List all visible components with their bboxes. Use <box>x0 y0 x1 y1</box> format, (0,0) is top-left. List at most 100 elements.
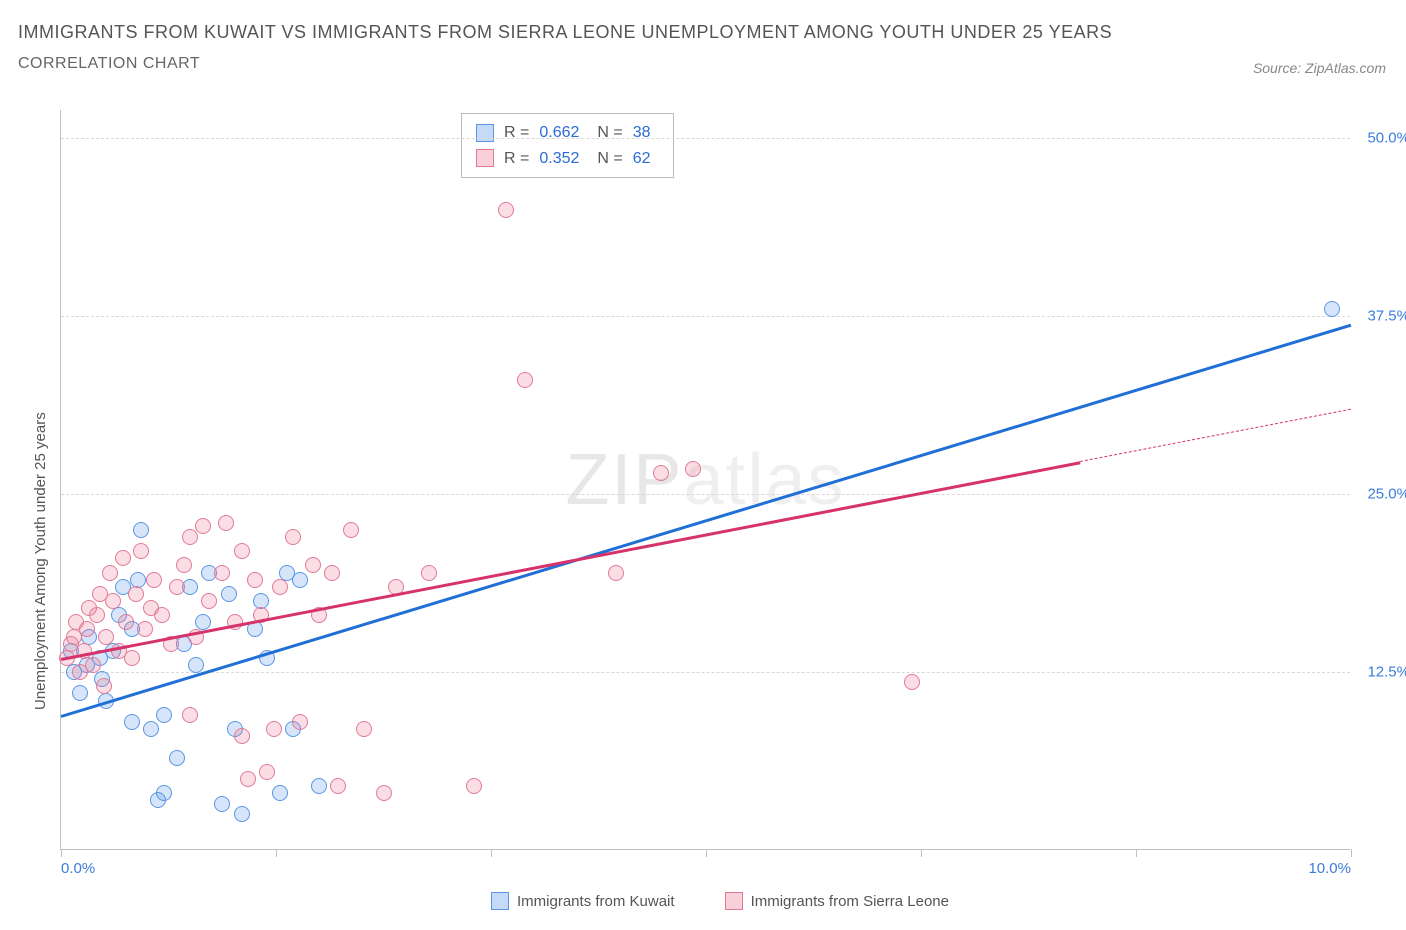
data-point <box>653 465 669 481</box>
y-tick-label: 50.0% <box>1367 130 1406 147</box>
trend-line <box>61 324 1352 718</box>
correlation-stats-box: R =0.662N =38R =0.352N =62 <box>461 113 674 178</box>
stat-r-label: R = <box>504 146 529 172</box>
data-point <box>169 579 185 595</box>
data-point <box>133 522 149 538</box>
data-point <box>89 607 105 623</box>
data-point <box>182 707 198 723</box>
data-point <box>214 565 230 581</box>
bottom-legend: Immigrants from Kuwait Immigrants from Si… <box>60 892 1380 910</box>
data-point <box>292 714 308 730</box>
data-point <box>376 785 392 801</box>
data-point <box>214 796 230 812</box>
y-tick-label: 37.5% <box>1367 308 1406 325</box>
data-point <box>96 678 112 694</box>
data-point <box>124 714 140 730</box>
legend-item: Immigrants from Sierra Leone <box>725 892 949 910</box>
y-tick-label: 25.0% <box>1367 486 1406 503</box>
data-point <box>343 522 359 538</box>
data-point <box>72 685 88 701</box>
data-point <box>311 778 327 794</box>
data-point <box>79 621 95 637</box>
stat-n-label: N = <box>597 146 622 172</box>
y-tick-label: 12.5% <box>1367 664 1406 681</box>
watermark: ZIPatlas <box>565 439 845 521</box>
data-point <box>234 806 250 822</box>
data-point <box>218 515 234 531</box>
legend-label: Immigrants from Sierra Leone <box>751 893 949 910</box>
gridline-h <box>61 316 1350 317</box>
x-tick-label: 10.0% <box>1308 860 1351 877</box>
data-point <box>421 565 437 581</box>
data-point <box>182 529 198 545</box>
data-point <box>1324 301 1340 317</box>
data-point <box>201 593 217 609</box>
data-point <box>221 586 237 602</box>
chart-title: IMMIGRANTS FROM KUWAIT VS IMMIGRANTS FRO… <box>18 18 1388 47</box>
data-point <box>156 785 172 801</box>
stats-row: R = 0.352 N = 62 <box>476 146 659 172</box>
data-point <box>292 572 308 588</box>
data-point <box>234 543 250 559</box>
data-point <box>143 721 159 737</box>
data-point <box>128 586 144 602</box>
data-point <box>85 657 101 673</box>
data-point <box>285 529 301 545</box>
data-point <box>240 771 256 787</box>
data-point <box>195 518 211 534</box>
gridline-h <box>61 494 1350 495</box>
data-point <box>98 629 114 645</box>
data-point <box>105 593 121 609</box>
stat-n-value: 38 <box>633 120 651 146</box>
data-point <box>188 657 204 673</box>
data-point <box>904 674 920 690</box>
chart-container: ZIPatlas R =0.662N =38R =0.352N =62 12.5… <box>60 110 1380 880</box>
x-tick <box>1136 849 1137 857</box>
data-point <box>266 721 282 737</box>
legend-label: Immigrants from Kuwait <box>517 893 675 910</box>
data-point <box>169 750 185 766</box>
data-point <box>115 550 131 566</box>
data-point <box>685 461 701 477</box>
x-tick <box>921 849 922 857</box>
stat-n-label: N = <box>597 120 622 146</box>
x-tick <box>1351 849 1352 857</box>
data-point <box>517 372 533 388</box>
data-point <box>356 721 372 737</box>
trend-line <box>61 461 1081 660</box>
legend-swatch <box>725 892 743 910</box>
data-point <box>146 572 162 588</box>
data-point <box>324 565 340 581</box>
data-point <box>154 607 170 623</box>
data-point <box>137 621 153 637</box>
source-attribution: Source: ZipAtlas.com <box>1253 60 1386 76</box>
data-point <box>247 572 263 588</box>
x-tick-label: 0.0% <box>61 860 95 877</box>
gridline-h <box>61 672 1350 673</box>
x-tick <box>706 849 707 857</box>
data-point <box>272 579 288 595</box>
plot-area: ZIPatlas R =0.662N =38R =0.352N =62 12.5… <box>60 110 1350 850</box>
x-tick <box>61 849 62 857</box>
legend-swatch <box>476 149 494 167</box>
x-tick <box>491 849 492 857</box>
data-point <box>259 764 275 780</box>
data-point <box>305 557 321 573</box>
data-point <box>124 650 140 666</box>
stat-n-value: 62 <box>633 146 651 172</box>
y-axis-label: Unemployment Among Youth under 25 years <box>32 412 49 710</box>
data-point <box>118 614 134 630</box>
x-tick <box>276 849 277 857</box>
legend-item: Immigrants from Kuwait <box>491 892 675 910</box>
data-point <box>272 785 288 801</box>
stat-r-label: R = <box>504 120 529 146</box>
trend-line <box>1080 409 1351 462</box>
data-point <box>608 565 624 581</box>
data-point <box>133 543 149 559</box>
data-point <box>330 778 346 794</box>
data-point <box>156 707 172 723</box>
data-point <box>176 557 192 573</box>
data-point <box>234 728 250 744</box>
stats-row: R =0.662N =38 <box>476 120 659 146</box>
stat-r-value: 0.352 <box>539 146 579 172</box>
